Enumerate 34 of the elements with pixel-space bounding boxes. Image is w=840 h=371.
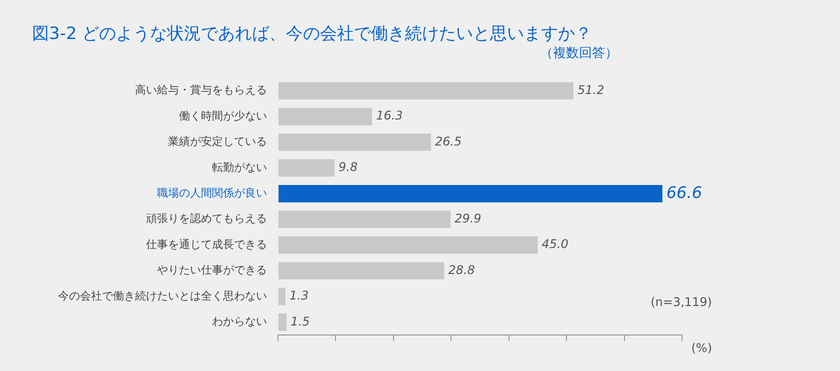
bar	[278, 82, 574, 100]
bar	[278, 134, 431, 151]
data-label: 66.6	[666, 182, 702, 202]
y-tick-label: 働く時間が少ない	[179, 109, 267, 122]
data-label: 45.0	[542, 237, 569, 252]
bar	[278, 262, 444, 280]
text: (%)	[691, 341, 712, 356]
y-tick-label: 職場の人間関係が良い	[157, 186, 267, 200]
data-label: 28.8	[448, 262, 476, 277]
annotation: (n=3,119)	[650, 295, 712, 310]
bar	[278, 288, 286, 306]
bar	[278, 236, 538, 254]
chart-title: 図3-2 どのような状況であれば、今の会社で働き続けたいと思いますか？	[32, 23, 592, 45]
y-tick-label: 高い給与・賞与をもらえる	[135, 84, 267, 97]
data-label: 26.5	[434, 134, 462, 148]
bar	[278, 108, 372, 126]
bar	[278, 184, 662, 202]
y-tick-label: 仕事を通じて成長できる	[146, 238, 267, 251]
y-tick-label: 今の会社で働き続けたいとは全く思わない	[58, 289, 267, 302]
data-label: 29.9	[454, 211, 482, 226]
bar	[278, 313, 287, 331]
data-label: 9.8	[338, 160, 358, 174]
data-label: 16.3	[376, 108, 403, 123]
bar	[278, 210, 451, 228]
chart-subtitle: （複数回答）	[540, 45, 618, 62]
y-tick-label: 転勤がない	[212, 160, 267, 174]
y-tick-label: 頑張りを認めてもらえる	[146, 212, 267, 226]
y-tick-label: やりたい仕事ができる	[157, 264, 267, 277]
data-label: 51.2	[577, 82, 604, 97]
data-label: 1.3	[290, 288, 309, 303]
data-label: 1.5	[290, 314, 310, 328]
bar	[278, 159, 335, 177]
y-tick-label: わからない	[212, 315, 267, 328]
y-tick-label: 業績が安定している	[168, 135, 267, 148]
